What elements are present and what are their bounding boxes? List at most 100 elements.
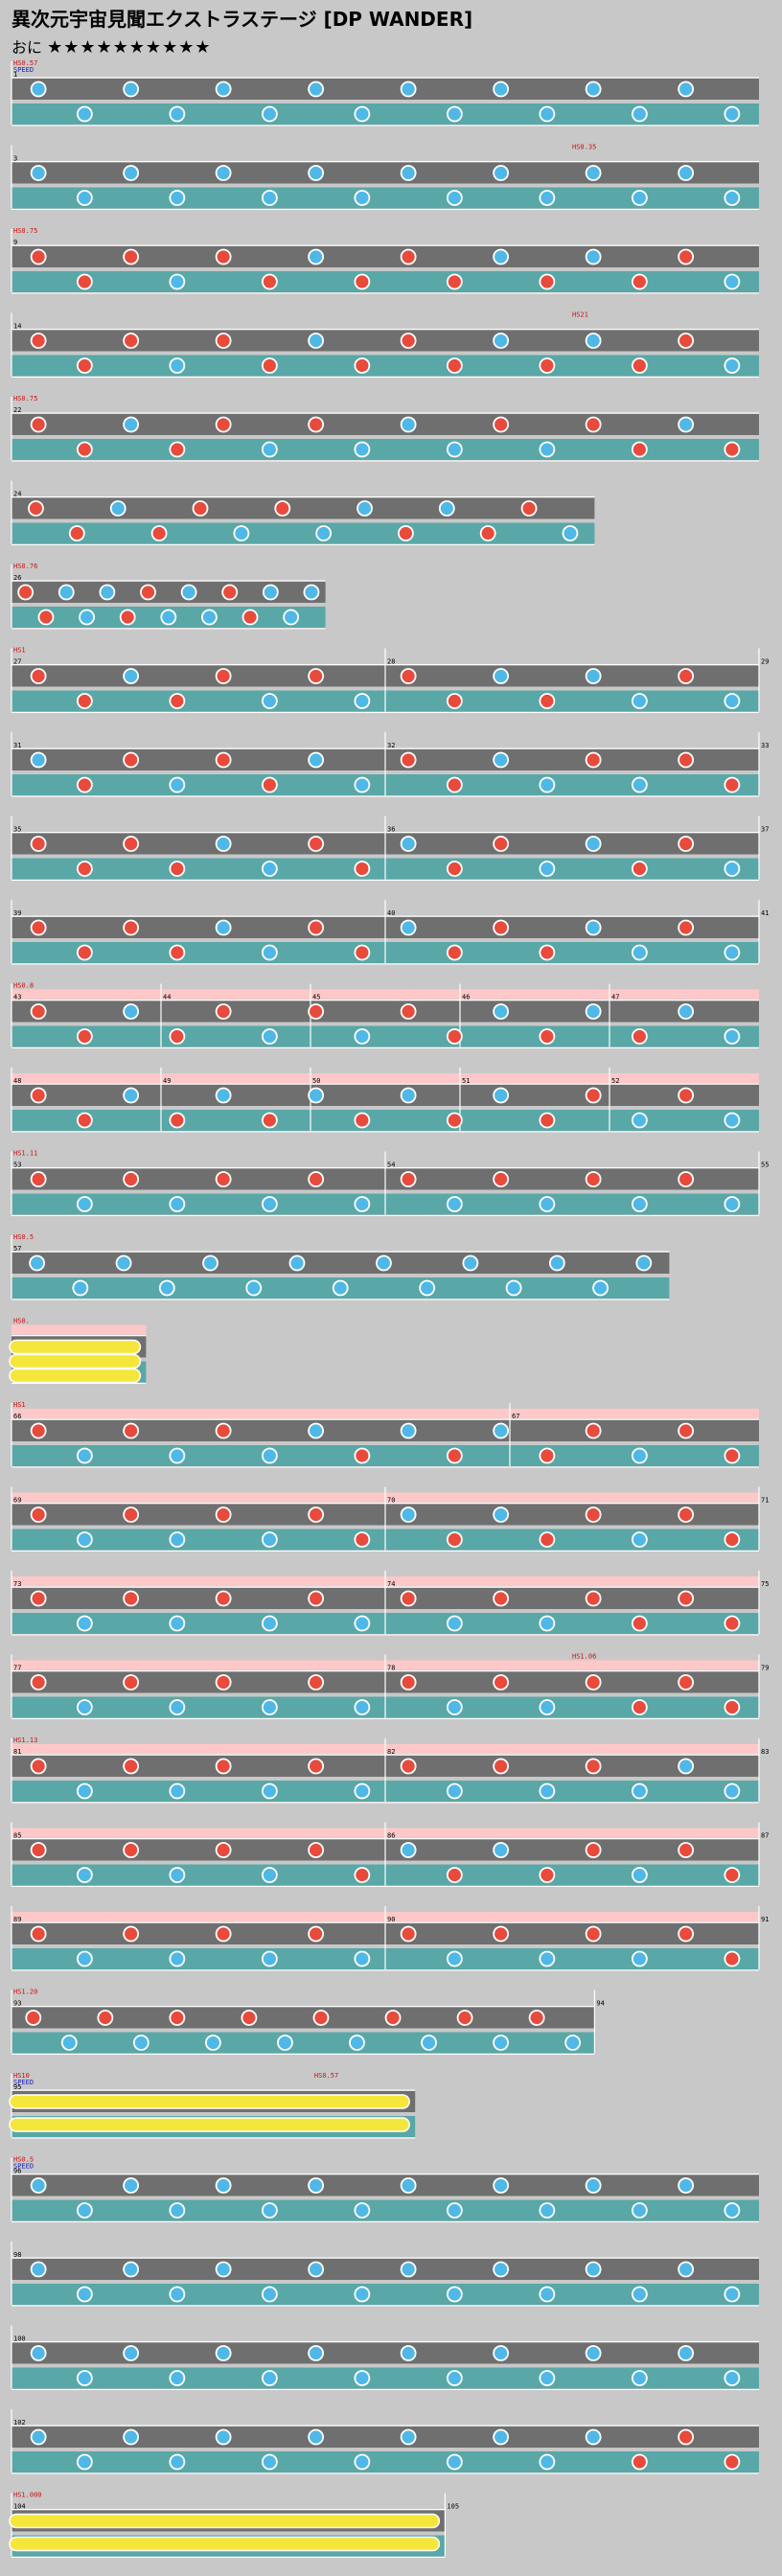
measure-number: 71 <box>761 1497 769 1505</box>
don-note <box>446 1867 463 1883</box>
lane-upper <box>12 1420 759 1441</box>
ka-note <box>215 2177 232 2194</box>
ka-note <box>438 500 455 517</box>
ka-note <box>493 751 510 769</box>
don-note <box>30 416 47 433</box>
don-note <box>678 1674 695 1690</box>
ka-note <box>261 1867 278 1883</box>
ka-note <box>123 165 140 181</box>
ka-note <box>354 1699 371 1715</box>
lane-lower <box>12 522 595 544</box>
ka-note <box>724 190 741 206</box>
ka-note <box>493 2261 510 2278</box>
don-note <box>585 1842 602 1858</box>
measure-number: 91 <box>761 1916 769 1923</box>
ka-note <box>585 919 602 936</box>
don-note <box>539 693 556 709</box>
ka-note <box>169 105 186 123</box>
measure-number: 93 <box>13 2000 21 2008</box>
ka-note <box>169 2370 186 2386</box>
ka-note <box>493 2428 510 2446</box>
ka-note <box>585 836 602 852</box>
ka-note <box>539 2370 556 2386</box>
measure-number: 40 <box>387 909 395 917</box>
measure-number: 51 <box>462 1077 470 1085</box>
ka-note <box>539 1196 556 1212</box>
don-note <box>242 609 259 626</box>
ka-note <box>349 2035 365 2051</box>
don-note <box>169 1112 186 1129</box>
measure-number: 79 <box>761 1665 769 1672</box>
don-note <box>528 2010 545 2026</box>
difficulty-line: おに ★★★★★★★★★★ <box>12 34 211 58</box>
don-note <box>446 776 463 794</box>
measure-number: 81 <box>13 1748 21 1756</box>
don-note <box>308 1003 325 1020</box>
don-note <box>215 1422 232 1439</box>
lane-lower <box>12 187 759 209</box>
don-note <box>17 584 34 601</box>
ka-note <box>169 1782 186 1800</box>
don-note <box>446 861 463 877</box>
ka-note <box>400 919 417 936</box>
ka-note <box>180 584 197 601</box>
ka-note <box>30 751 47 769</box>
don-note <box>312 2010 330 2026</box>
measure-number: 14 <box>13 323 21 331</box>
hs-label: HS1.20 <box>13 1989 37 1996</box>
ka-note <box>261 441 278 458</box>
measure-number: 100 <box>13 2335 26 2343</box>
don-note <box>398 525 414 541</box>
measure-number: 46 <box>462 994 470 1001</box>
ka-note <box>288 1254 306 1272</box>
don-note <box>123 1506 140 1523</box>
ka-note <box>400 2261 417 2278</box>
ka-note <box>169 2286 186 2303</box>
ka-note <box>724 693 741 709</box>
don-note <box>520 500 538 517</box>
don-note <box>585 1506 602 1523</box>
ka-note <box>585 2261 602 2278</box>
ka-note <box>493 668 510 684</box>
don-note <box>539 1447 556 1464</box>
don-note <box>400 1590 417 1607</box>
don-note <box>76 944 93 961</box>
ka-note <box>315 525 333 541</box>
roll-note <box>9 2117 410 2132</box>
measure-number: 73 <box>13 1580 21 1588</box>
hs-label: HS0.5 <box>13 2156 34 2164</box>
don-note <box>123 1171 140 1187</box>
don-note <box>678 2428 695 2446</box>
ka-note <box>30 2345 47 2361</box>
ka-note <box>354 1028 371 1045</box>
ka-note <box>564 2035 582 2051</box>
measure-number: 3 <box>13 155 17 163</box>
ka-note <box>631 944 648 961</box>
ka-note <box>30 165 47 181</box>
don-note <box>456 2010 473 2026</box>
ka-note <box>678 80 695 98</box>
ka-note <box>631 190 648 206</box>
don-note <box>169 2010 186 2026</box>
don-note <box>354 273 371 290</box>
ka-note <box>493 1087 510 1104</box>
lane-lower <box>12 271 759 292</box>
measure-number: 29 <box>761 658 769 666</box>
measure-number: 83 <box>761 1748 769 1756</box>
gogo-band <box>12 989 759 1000</box>
measure-number: 33 <box>761 742 769 749</box>
measure-number: 47 <box>611 994 619 1001</box>
don-note <box>76 357 93 374</box>
don-note <box>539 1867 556 1883</box>
hs-label: HS10 <box>13 2072 30 2080</box>
don-note <box>123 1925 140 1943</box>
ka-note <box>115 1254 132 1272</box>
don-note <box>169 944 186 961</box>
ka-note <box>400 1842 417 1858</box>
ka-note <box>462 1254 479 1272</box>
ka-note <box>261 190 278 206</box>
don-note <box>724 1447 741 1464</box>
don-note <box>30 1171 47 1187</box>
tail-label: HS0.35 <box>572 144 596 151</box>
don-note <box>68 525 85 541</box>
